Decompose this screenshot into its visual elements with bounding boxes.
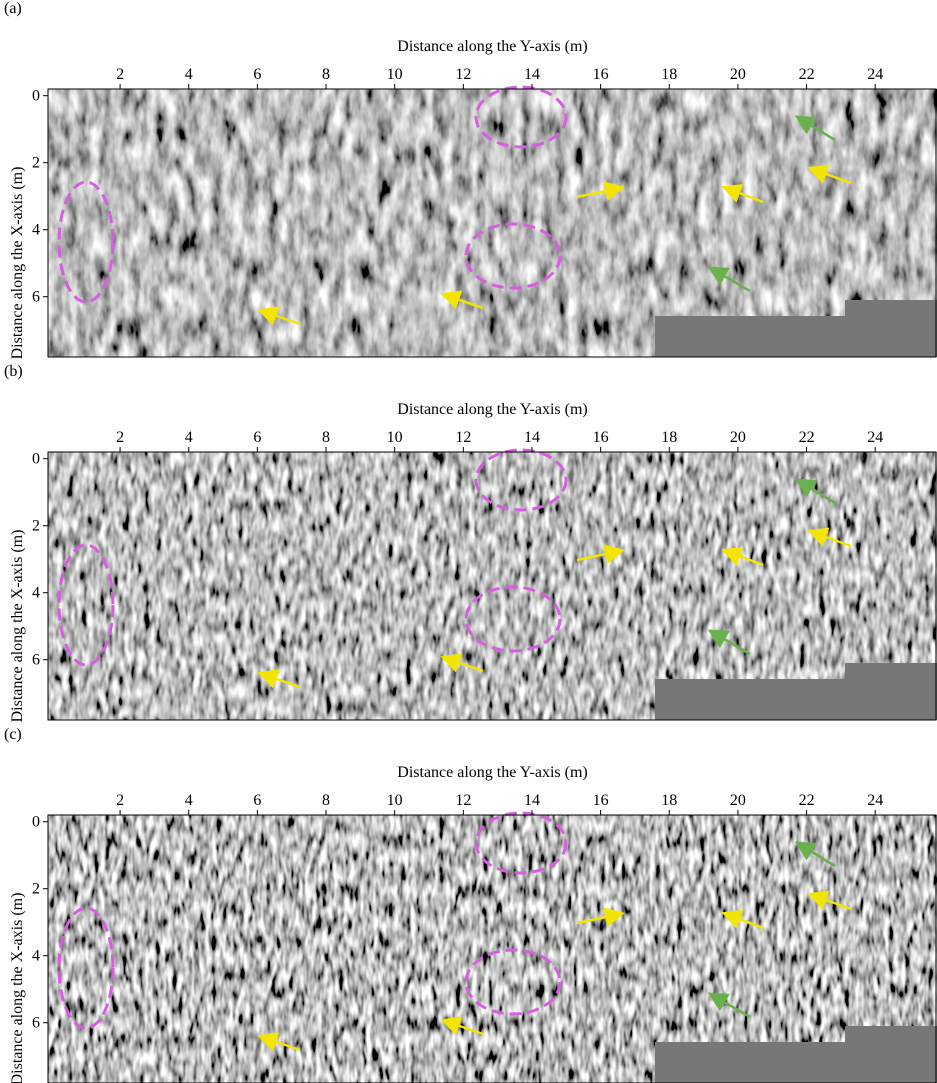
x-tick-label: 16 [593, 792, 609, 809]
image-texture [48, 815, 937, 1083]
x-tick-label: 24 [867, 66, 883, 83]
y-axis-title: Distance along the X-axis (m) [9, 893, 26, 1083]
axes-frame [47, 814, 937, 1083]
x-tick-label: 22 [799, 429, 815, 446]
x-tick-label: 8 [322, 429, 330, 446]
y-tick-label: 0 [32, 451, 40, 468]
x-tick-label: 4 [185, 792, 193, 809]
x-tick-label: 20 [730, 429, 746, 446]
y-tick-label: 6 [32, 289, 40, 306]
x-tick-label: 2 [116, 429, 124, 446]
axes-frame [47, 451, 937, 721]
y-tick-label: 2 [32, 881, 40, 898]
x-tick-label: 8 [322, 792, 330, 809]
x-tick-label: 24 [867, 792, 883, 809]
axes-frame [47, 88, 937, 358]
x-tick-label: 10 [387, 429, 403, 446]
x-tick-label: 4 [185, 429, 193, 446]
x-tick-label: 20 [730, 792, 746, 809]
y-tick-label: 4 [32, 585, 40, 602]
x-tick-label: 18 [661, 792, 677, 809]
x-axis-title: Distance along the Y-axis (m) [397, 401, 587, 418]
x-tick-label: 4 [185, 66, 193, 83]
x-tick-label: 12 [455, 429, 471, 446]
x-tick-label: 8 [322, 66, 330, 83]
y-tick-label: 2 [32, 518, 40, 535]
y-tick-label: 4 [32, 948, 40, 965]
image-texture [48, 452, 937, 720]
x-tick-label: 6 [253, 66, 261, 83]
x-tick-label: 10 [387, 792, 403, 809]
x-tick-label: 12 [455, 66, 471, 83]
x-axis-title: Distance along the Y-axis (m) [397, 764, 587, 781]
x-tick-label: 14 [524, 792, 540, 809]
y-axis-title: Distance along the X-axis (m) [9, 167, 26, 360]
y-tick-label: 6 [32, 1015, 40, 1032]
x-tick-label: 2 [116, 66, 124, 83]
x-tick-label: 12 [455, 792, 471, 809]
x-tick-label: 6 [253, 792, 261, 809]
x-tick-label: 16 [593, 66, 609, 83]
x-tick-label: 16 [593, 429, 609, 446]
x-tick-label: 22 [799, 792, 815, 809]
x-tick-label: 14 [524, 66, 540, 83]
y-tick-label: 0 [32, 814, 40, 831]
x-tick-label: 6 [253, 429, 261, 446]
y-axis-title: Distance along the X-axis (m) [9, 530, 26, 723]
y-tick-label: 2 [32, 155, 40, 172]
panel-label: (c) [4, 726, 22, 743]
image-texture [48, 89, 937, 357]
x-tick-label: 24 [867, 429, 883, 446]
panel-label: (b) [4, 363, 23, 380]
x-tick-label: 18 [661, 429, 677, 446]
y-tick-label: 0 [32, 88, 40, 105]
panel-label: (a) [4, 0, 22, 17]
y-tick-label: 4 [32, 222, 40, 239]
x-tick-label: 10 [387, 66, 403, 83]
x-axis-title: Distance along the Y-axis (m) [397, 38, 587, 55]
x-tick-label: 14 [524, 429, 540, 446]
x-tick-label: 20 [730, 66, 746, 83]
y-tick-label: 6 [32, 652, 40, 669]
x-tick-label: 2 [116, 792, 124, 809]
x-tick-label: 22 [799, 66, 815, 83]
x-tick-label: 18 [661, 66, 677, 83]
